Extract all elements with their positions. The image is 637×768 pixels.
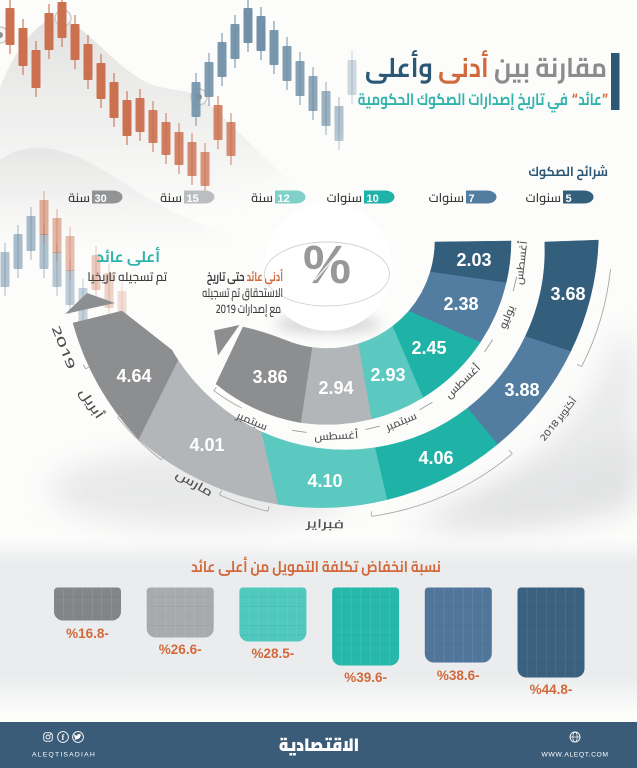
svg-text:4.10: 4.10	[307, 471, 342, 491]
svg-text:2.93: 2.93	[370, 365, 405, 385]
svg-text:4.01: 4.01	[189, 435, 224, 455]
svg-text:%39.6-: %39.6-	[344, 670, 387, 685]
svg-text:%28.5-: %28.5-	[252, 646, 295, 661]
svg-text:10: 10	[367, 193, 379, 205]
svg-text:2.03: 2.03	[456, 250, 491, 270]
svg-text:12: 12	[278, 193, 290, 205]
svg-text:%: %	[303, 235, 351, 295]
svg-text:3.88: 3.88	[504, 380, 539, 400]
svg-text:4.64: 4.64	[116, 366, 151, 386]
svg-text:%: %	[306, 237, 354, 297]
svg-text:30: 30	[95, 193, 107, 205]
svg-text:2.38: 2.38	[443, 294, 478, 314]
svg-text:%38.6-: %38.6-	[437, 668, 480, 683]
svg-text:%16.8-: %16.8-	[66, 626, 109, 641]
svg-text:%26.6-: %26.6-	[159, 642, 202, 657]
svg-text:ALEQTISADIAH: ALEQTISADIAH	[32, 752, 96, 759]
svg-text:WWW.ALEQT.COM: WWW.ALEQT.COM	[541, 752, 608, 759]
svg-text:15: 15	[187, 193, 199, 205]
svg-text:4.06: 4.06	[418, 448, 453, 468]
svg-text:2.45: 2.45	[411, 338, 446, 358]
svg-text:3.86: 3.86	[252, 367, 287, 387]
svg-text:5: 5	[566, 193, 572, 205]
svg-text:2.94: 2.94	[318, 378, 353, 398]
svg-text:%44.8-: %44.8-	[530, 682, 573, 697]
svg-text:3.68: 3.68	[550, 284, 585, 304]
svg-text:7: 7	[469, 193, 475, 205]
svg-text:f: f	[62, 733, 65, 742]
